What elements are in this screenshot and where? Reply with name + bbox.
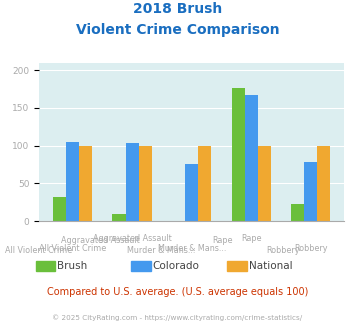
Bar xyxy=(291,204,304,221)
Text: Rape: Rape xyxy=(241,234,262,243)
Text: Brush: Brush xyxy=(57,261,87,271)
Text: Robbery: Robbery xyxy=(294,244,328,253)
Text: Murder & Mans...: Murder & Mans... xyxy=(127,246,195,255)
Text: Compared to U.S. average. (U.S. average equals 100): Compared to U.S. average. (U.S. average … xyxy=(47,287,308,297)
Text: All Violent Crime: All Violent Crime xyxy=(39,244,106,253)
Bar xyxy=(198,146,211,221)
Bar xyxy=(79,146,92,221)
Bar xyxy=(317,146,331,221)
Text: Colorado: Colorado xyxy=(153,261,200,271)
Bar xyxy=(231,87,245,221)
Text: Aggravated Assault: Aggravated Assault xyxy=(93,234,171,243)
Bar xyxy=(139,146,152,221)
Text: Violent Crime Comparison: Violent Crime Comparison xyxy=(76,23,279,37)
Text: © 2025 CityRating.com - https://www.cityrating.com/crime-statistics/: © 2025 CityRating.com - https://www.city… xyxy=(53,314,302,321)
Text: 2018 Brush: 2018 Brush xyxy=(133,2,222,16)
Bar xyxy=(53,197,66,221)
Bar xyxy=(126,143,139,221)
Text: Murder & Mans...: Murder & Mans... xyxy=(158,244,226,253)
Text: All Violent Crime: All Violent Crime xyxy=(5,246,73,255)
Bar xyxy=(113,214,126,221)
Text: Aggravated Assault: Aggravated Assault xyxy=(61,236,140,245)
Bar xyxy=(66,142,79,221)
Text: Rape: Rape xyxy=(212,236,233,245)
Text: National: National xyxy=(248,261,292,271)
Bar xyxy=(258,146,271,221)
Bar xyxy=(245,95,258,221)
Bar xyxy=(185,164,198,221)
Bar xyxy=(304,161,317,221)
Text: Robbery: Robbery xyxy=(267,246,300,255)
